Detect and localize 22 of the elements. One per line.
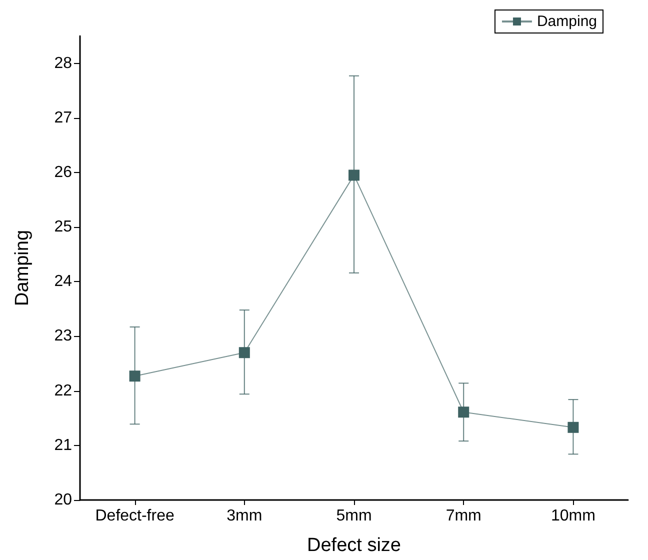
x-axis-title: Defect size bbox=[307, 535, 401, 556]
y-tick-label: 22 bbox=[54, 382, 72, 400]
point bbox=[568, 422, 579, 433]
y-tick-label: 26 bbox=[54, 164, 72, 181]
y-axis-title: Damping bbox=[12, 230, 33, 306]
legend-label: Damping bbox=[536, 13, 597, 30]
y-tick-label: 24 bbox=[54, 273, 72, 290]
point bbox=[129, 370, 140, 382]
point bbox=[458, 406, 470, 418]
x-tick-label: 3mm bbox=[226, 508, 262, 524]
y-tick-label: 21 bbox=[54, 436, 72, 454]
x-tick-label: 5mm bbox=[336, 508, 372, 524]
point bbox=[238, 347, 250, 358]
y-tick-label: 28 bbox=[54, 54, 72, 72]
x-tick-label: 10mm bbox=[550, 508, 596, 524]
x-tick-label: Defect-free bbox=[95, 508, 174, 524]
y-tick-label: 27 bbox=[54, 109, 72, 126]
x-tick-label: 7mm bbox=[446, 508, 482, 524]
y-tick-label: 23 bbox=[54, 328, 72, 345]
y-tick-label: 25 bbox=[54, 218, 72, 236]
point bbox=[348, 170, 360, 181]
y-tick-label: 20 bbox=[54, 492, 72, 508]
